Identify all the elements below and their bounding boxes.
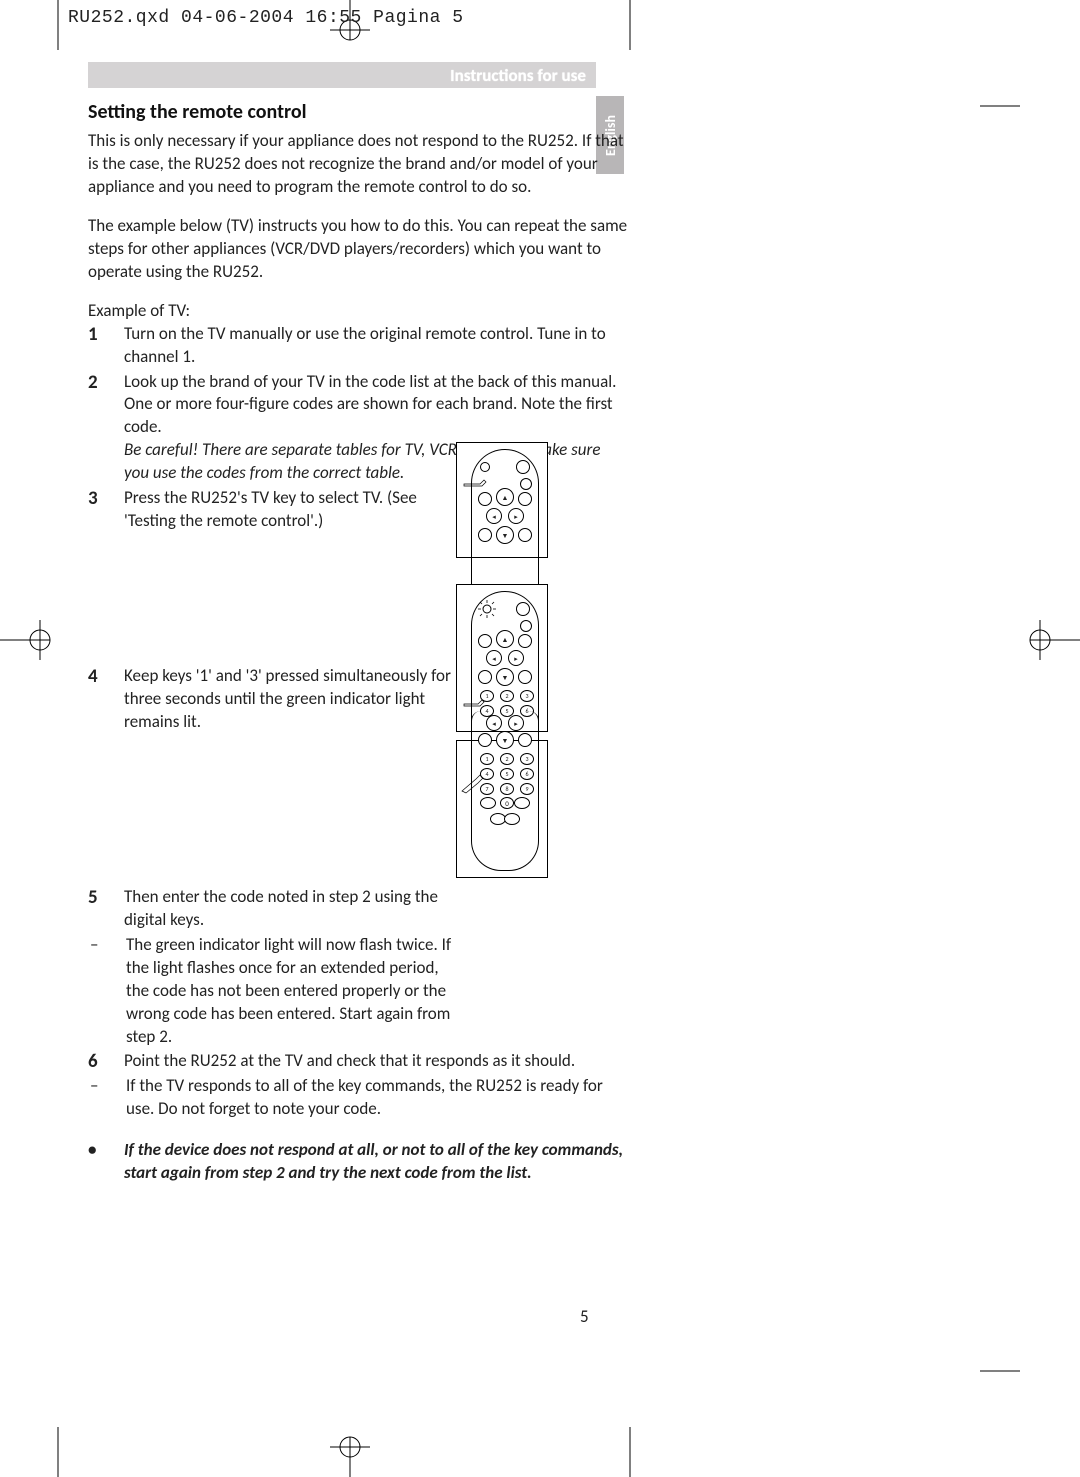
registration-mark [330,1427,370,1477]
step-text: Then enter the code noted in step 2 usin… [124,886,454,932]
example-label: Example of TV: [88,300,628,321]
step-1: 1 Turn on the TV manually or use the ori… [88,323,628,369]
step-number: 1 [88,323,124,369]
remote-illustration-1: ▲ ◂ ▸ ▼ [456,442,548,558]
step-5-note: – The green indicator light will now fla… [88,934,628,1049]
step-text: Look up the brand of your TV in the code… [124,371,628,486]
note-text: If the TV responds to all of the key com… [126,1075,628,1121]
step-text: Turn on the TV manually or use the origi… [124,323,628,369]
bullet-marker: • [88,1139,124,1185]
step-number: 2 [88,371,124,486]
crop-mark [980,1357,1020,1377]
page-number: 5 [580,1306,589,1327]
note-text: The green indicator light will now flash… [126,934,456,1049]
intro-paragraph-2: The example below (TV) instructs you how… [88,215,628,284]
crop-mark [626,1427,646,1477]
steps-list-cont2: 5 Then enter the code noted in step 2 us… [88,886,628,932]
remote-illustration-3: ◂ ▸ ▼ 123 456 789 0 [456,740,548,878]
step-number: 4 [88,665,124,734]
dash-marker: – [88,1075,126,1121]
dash-marker: – [88,934,126,1049]
step-text: Point the RU252 at the TV and check that… [124,1050,628,1073]
step-5: 5 Then enter the code noted in step 2 us… [88,886,628,932]
file-header: RU252.qxd 04-06-2004 16:55 Pagina 5 [68,8,464,28]
crop-mark [980,100,1020,120]
crop-mark [54,1427,74,1477]
registration-mark [0,620,60,660]
step-6-note: – If the TV responds to all of the key c… [88,1075,628,1121]
section-title: Setting the remote control [88,100,628,124]
crop-mark [626,0,646,50]
step-number: 6 [88,1050,124,1073]
step-text: Keep keys '1' and '3' pressed simultaneo… [124,665,454,734]
final-bullet: • If the device does not respond at all,… [88,1139,628,1185]
pointing-hand-icon [462,470,492,490]
bullet-text: If the device does not respond at all, o… [124,1139,628,1185]
remote-illustration-2: ▲ ◂ ▸ ▼ 123 456 [456,584,548,732]
intro-paragraph-1: This is only necessary if your appliance… [88,130,628,199]
step-text: Press the RU252's TV key to select TV. (… [124,487,454,533]
indicator-light-icon [478,600,496,618]
pointing-hand-icon [460,767,486,797]
step-number: 5 [88,886,124,932]
registration-mark [1020,620,1080,660]
step-6: 6 Point the RU252 at the TV and check th… [88,1050,628,1073]
steps-list-cont3: 6 Point the RU252 at the TV and check th… [88,1050,628,1073]
step-number: 3 [88,487,124,533]
